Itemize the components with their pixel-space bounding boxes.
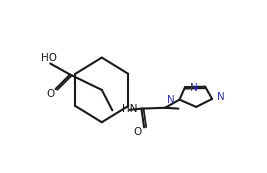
Text: HN: HN <box>121 104 137 115</box>
Text: O: O <box>46 89 54 99</box>
Text: N: N <box>190 83 198 93</box>
Text: N: N <box>167 95 175 105</box>
Text: N: N <box>217 92 225 102</box>
Text: HO: HO <box>41 53 57 63</box>
Text: O: O <box>133 128 142 138</box>
